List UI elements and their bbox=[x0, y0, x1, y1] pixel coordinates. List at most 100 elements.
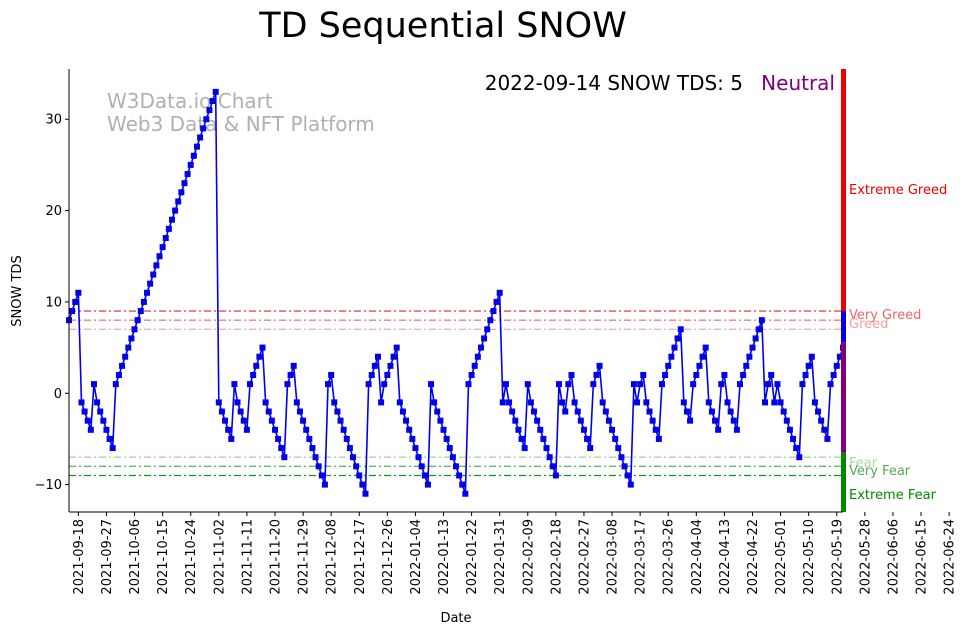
data-point bbox=[674, 335, 681, 342]
data-point bbox=[524, 381, 531, 388]
data-point bbox=[577, 417, 584, 424]
data-point bbox=[609, 426, 616, 433]
data-point bbox=[150, 271, 157, 278]
data-point bbox=[796, 454, 803, 461]
data-point bbox=[106, 435, 113, 442]
data-point bbox=[805, 362, 812, 369]
data-point bbox=[481, 335, 488, 342]
data-point bbox=[593, 371, 600, 378]
data-point bbox=[565, 381, 572, 388]
data-point bbox=[215, 399, 222, 406]
data-point bbox=[821, 426, 828, 433]
data-point bbox=[393, 344, 400, 351]
axes bbox=[65, 69, 950, 516]
threshold-label: Extreme Fear bbox=[849, 488, 937, 503]
data-point bbox=[368, 371, 375, 378]
data-point bbox=[490, 308, 497, 315]
x-tick-label: 2022-02-18 bbox=[549, 519, 564, 595]
data-point bbox=[353, 463, 360, 470]
data-point bbox=[468, 371, 475, 378]
data-point bbox=[134, 317, 141, 324]
data-point bbox=[275, 435, 282, 442]
data-point bbox=[780, 408, 787, 415]
data-point bbox=[824, 435, 831, 442]
data-point bbox=[431, 399, 438, 406]
data-point bbox=[268, 417, 275, 424]
annotation-summary: 2022-09-14 SNOW TDS: 5 bbox=[485, 71, 743, 95]
data-point bbox=[484, 326, 491, 333]
data-point bbox=[399, 408, 406, 415]
data-point bbox=[571, 399, 578, 406]
x-tick-label: 2022-04-04 bbox=[690, 519, 705, 595]
y-tick-label: 0 bbox=[54, 387, 62, 402]
x-tick-label: 2022-04-13 bbox=[718, 519, 733, 595]
data-point bbox=[590, 381, 597, 388]
data-point bbox=[125, 344, 132, 351]
data-point bbox=[184, 171, 191, 178]
data-point bbox=[443, 435, 450, 442]
data-point bbox=[621, 463, 628, 470]
data-point bbox=[746, 353, 753, 360]
data-point bbox=[371, 362, 378, 369]
data-point bbox=[634, 399, 641, 406]
data-point bbox=[749, 344, 756, 351]
data-point bbox=[552, 472, 559, 479]
data-point bbox=[203, 116, 210, 123]
data-point bbox=[209, 97, 216, 104]
data-point bbox=[112, 381, 119, 388]
sentiment-bar-segment bbox=[841, 311, 846, 343]
threshold-lines bbox=[69, 310, 843, 477]
data-point bbox=[212, 88, 219, 95]
data-point bbox=[471, 362, 478, 369]
data-point bbox=[97, 408, 104, 415]
data-point bbox=[115, 371, 122, 378]
data-point bbox=[109, 445, 116, 452]
data-point bbox=[222, 417, 229, 424]
data-point bbox=[587, 445, 594, 452]
data-point bbox=[618, 454, 625, 461]
data-point bbox=[493, 298, 500, 305]
data-point bbox=[147, 280, 154, 287]
data-point bbox=[765, 381, 772, 388]
data-point bbox=[296, 408, 303, 415]
data-point bbox=[362, 490, 369, 497]
sentiment-bar-segment bbox=[841, 69, 846, 312]
data-point bbox=[434, 408, 441, 415]
x-tick-label: 2022-01-04 bbox=[409, 519, 424, 595]
x-tick-label: 2021-11-29 bbox=[297, 519, 312, 595]
data-point bbox=[265, 408, 272, 415]
data-point bbox=[446, 445, 453, 452]
x-tick-label: 2021-10-24 bbox=[184, 519, 199, 595]
data-point bbox=[811, 399, 818, 406]
data-point bbox=[190, 152, 197, 159]
data-point bbox=[534, 417, 541, 424]
data-point bbox=[168, 216, 175, 223]
series-line bbox=[68, 91, 844, 494]
data-point bbox=[250, 371, 257, 378]
data-point bbox=[381, 381, 388, 388]
data-point bbox=[630, 381, 637, 388]
data-point bbox=[346, 445, 353, 452]
data-point bbox=[153, 262, 160, 269]
data-point bbox=[456, 472, 463, 479]
data-point bbox=[699, 353, 706, 360]
watermark-line: W3Data.io Chart bbox=[107, 89, 273, 113]
data-point bbox=[487, 317, 494, 324]
data-point bbox=[374, 353, 381, 360]
data-point bbox=[680, 399, 687, 406]
data-point bbox=[449, 454, 456, 461]
data-point bbox=[737, 381, 744, 388]
x-tick-label: 2022-02-27 bbox=[577, 519, 592, 595]
data-point bbox=[331, 399, 338, 406]
x-tick-label: 2022-03-08 bbox=[606, 519, 621, 595]
data-point bbox=[343, 435, 350, 442]
data-point bbox=[218, 408, 225, 415]
data-point bbox=[156, 253, 163, 260]
data-point bbox=[702, 344, 709, 351]
data-point bbox=[665, 362, 672, 369]
data-point bbox=[225, 426, 232, 433]
threshold-label: Very Greed bbox=[849, 308, 921, 323]
x-tick-label: 2022-05-19 bbox=[830, 519, 845, 595]
data-point bbox=[437, 417, 444, 424]
